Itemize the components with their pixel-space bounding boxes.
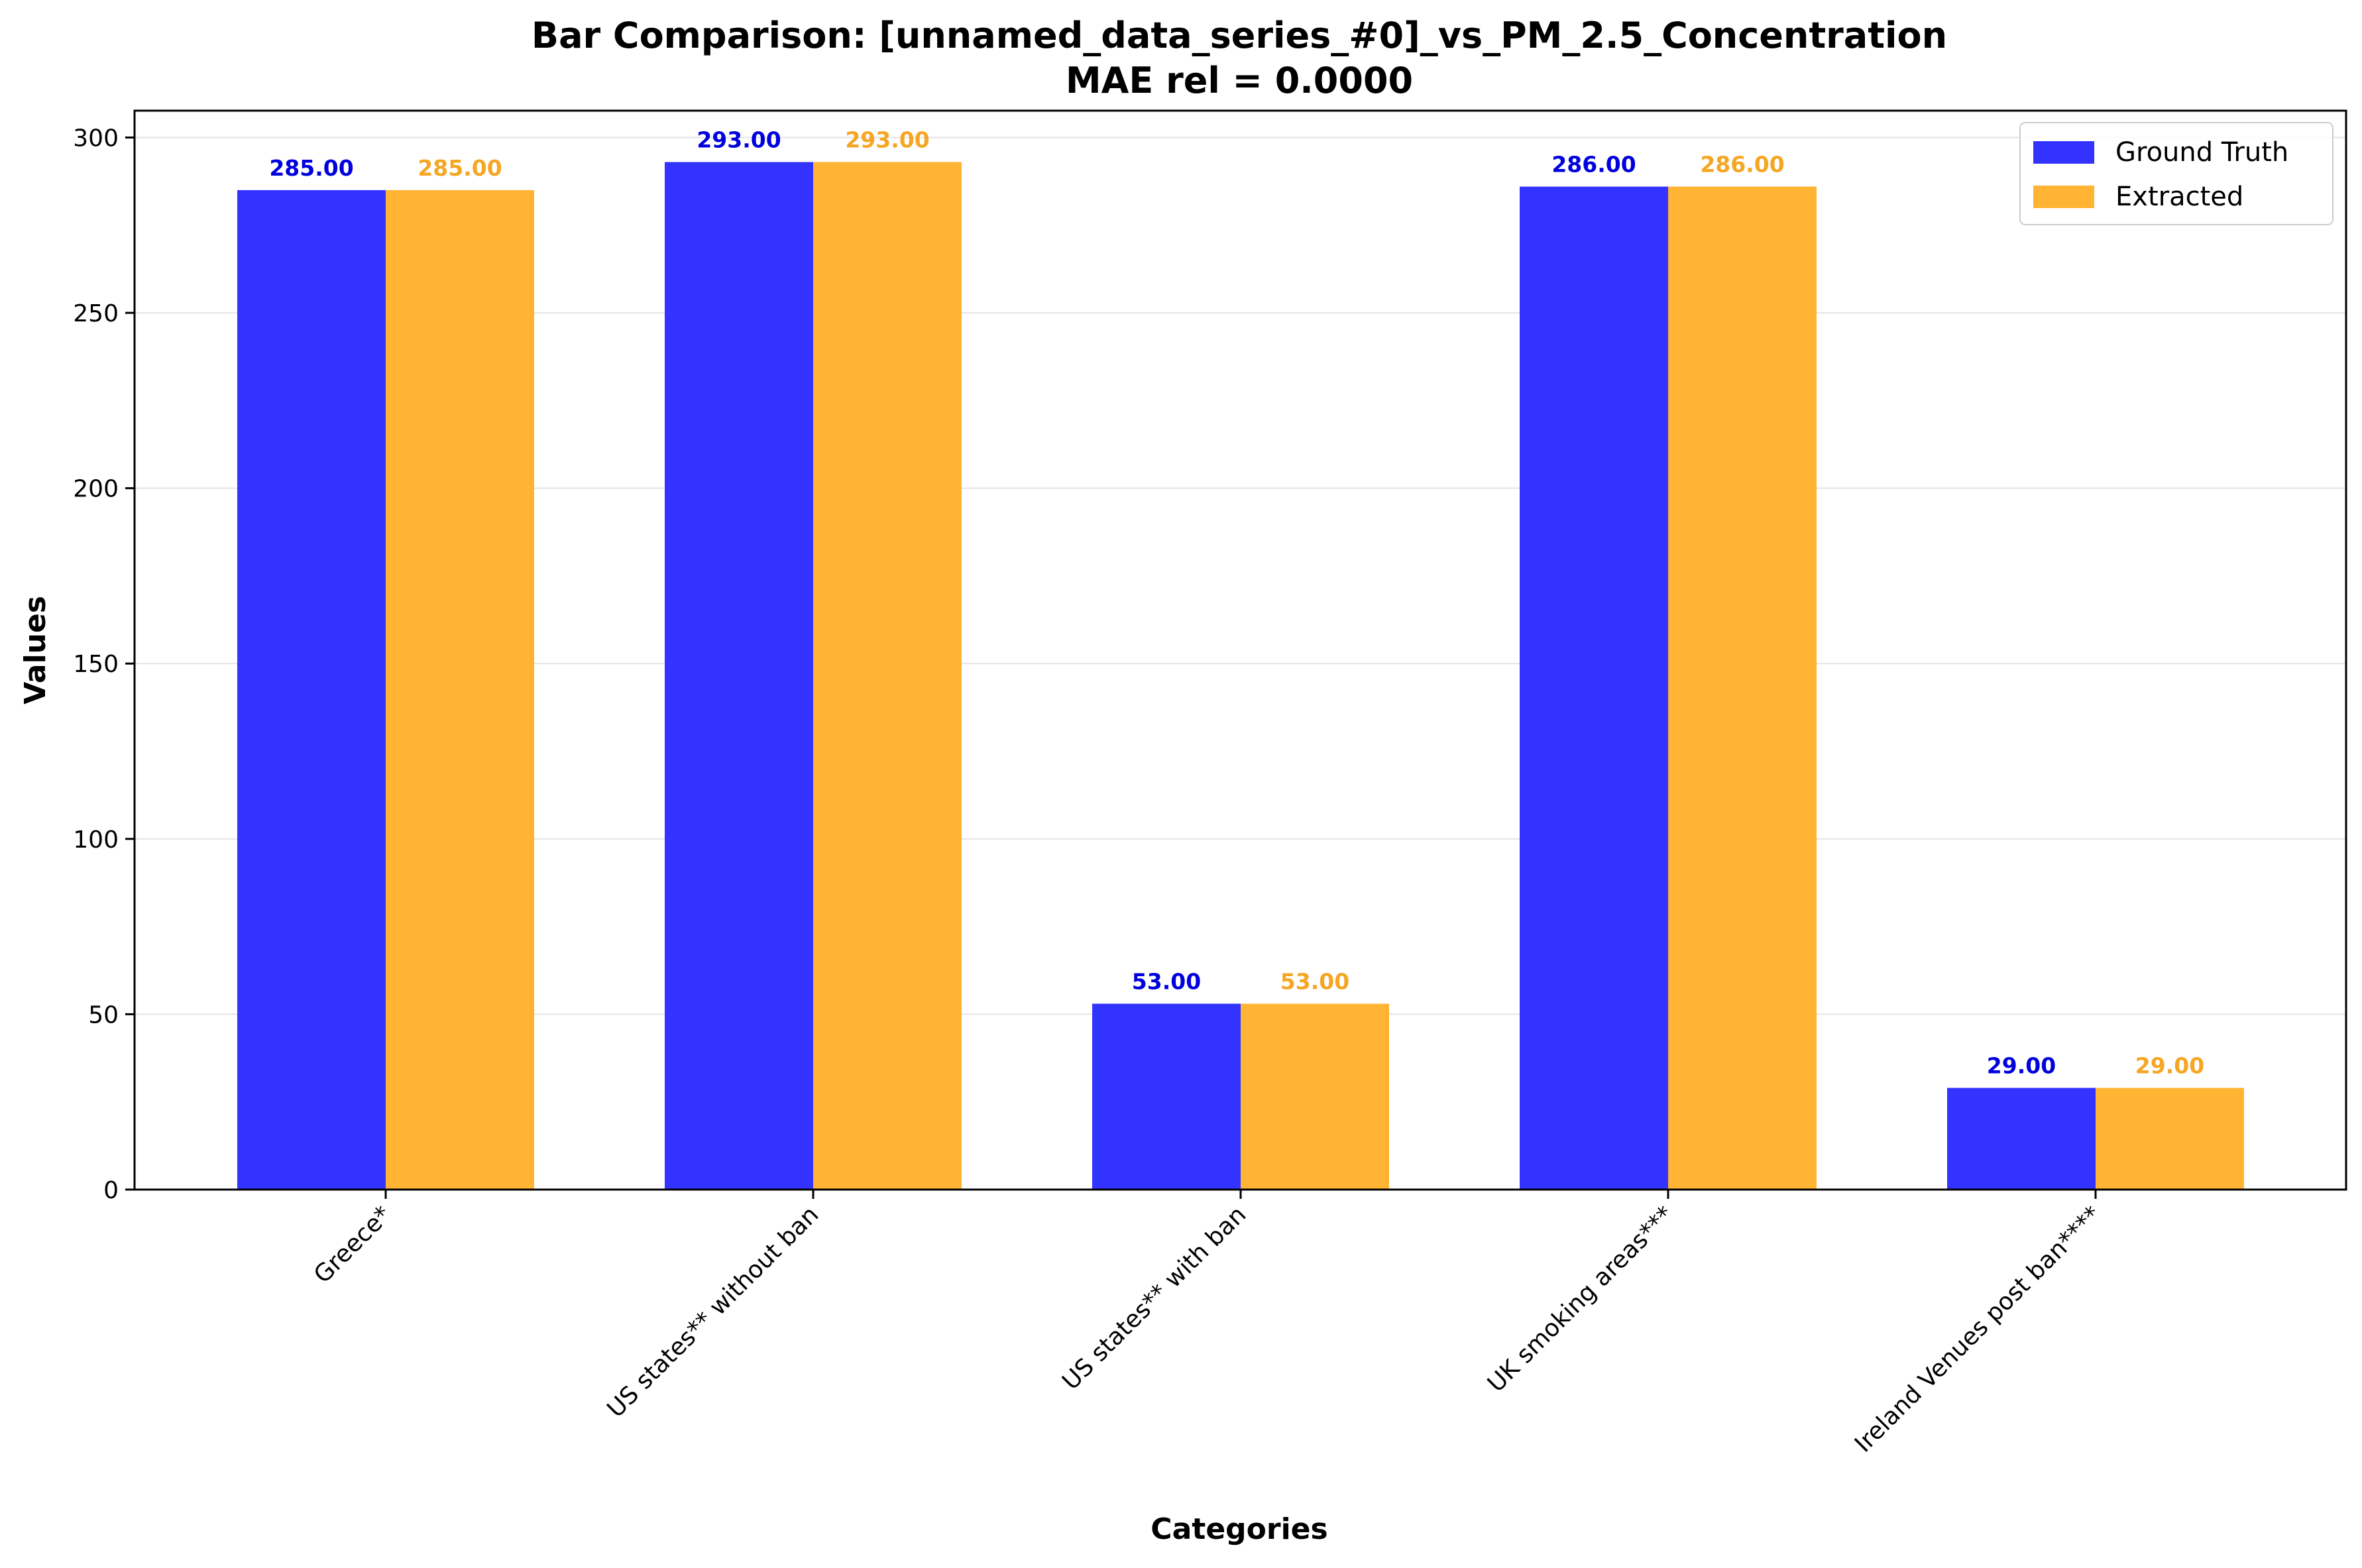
- bar-extracted: [386, 190, 534, 1190]
- bar-ground-truth: [1520, 186, 1668, 1190]
- y-tick-label: 100: [73, 826, 119, 854]
- y-tick-label: 50: [88, 1001, 119, 1029]
- bar-ground-truth: [1092, 1003, 1241, 1190]
- bar-value-label: 285.00: [269, 155, 353, 181]
- y-tick-label: 200: [73, 476, 119, 503]
- data-labels: 285.00 293.00 53.00 286.00 29.00 285.00 293.00…: [269, 127, 2204, 1079]
- bar-value-label: 285.00: [418, 155, 502, 181]
- bar-extracted: [1668, 186, 1817, 1190]
- y-axis: 0 50 100 150 200 250 300: [73, 125, 135, 1204]
- legend-box: [2019, 122, 2334, 225]
- bar-extracted: [813, 162, 962, 1190]
- legend-entry: Extracted: [2115, 182, 2243, 212]
- bar-ground-truth: [665, 162, 813, 1190]
- x-axis-label: Categories: [1151, 1512, 1327, 1546]
- bar-value-label: 286.00: [1551, 152, 1636, 178]
- y-tick-label: 300: [73, 125, 119, 152]
- chart-subtitle: MAE rel = 0.0000: [1066, 60, 1413, 101]
- y-tick-label: 250: [73, 300, 119, 327]
- bar-value-label: 293.00: [845, 127, 929, 153]
- y-tick-label: 0: [103, 1177, 119, 1204]
- bar-value-label: 29.00: [1987, 1053, 2056, 1079]
- bar-value-label: 53.00: [1280, 969, 1349, 995]
- bar-value-label: 286.00: [1700, 152, 1784, 178]
- bar-value-label: 293.00: [697, 127, 781, 153]
- bar-extracted: [1241, 1003, 1389, 1190]
- y-tick-label: 150: [73, 651, 119, 678]
- legend-swatch: [2033, 186, 2094, 208]
- y-axis-label: Values: [19, 596, 52, 704]
- chart-title: Bar Comparison: [unnamed_data_series_#0]…: [532, 15, 1947, 56]
- legend-swatch: [2033, 141, 2094, 164]
- bar-ground-truth: [1947, 1088, 2096, 1190]
- bar-value-label: 29.00: [2135, 1053, 2204, 1079]
- bar-ground-truth: [237, 190, 386, 1190]
- bar-value-label: 53.00: [1132, 969, 1201, 995]
- legend: Ground Truth Extracted: [2019, 122, 2334, 225]
- bar-extracted: [2096, 1088, 2244, 1190]
- legend-entry: Ground Truth: [2115, 137, 2288, 168]
- bars: [237, 162, 2244, 1190]
